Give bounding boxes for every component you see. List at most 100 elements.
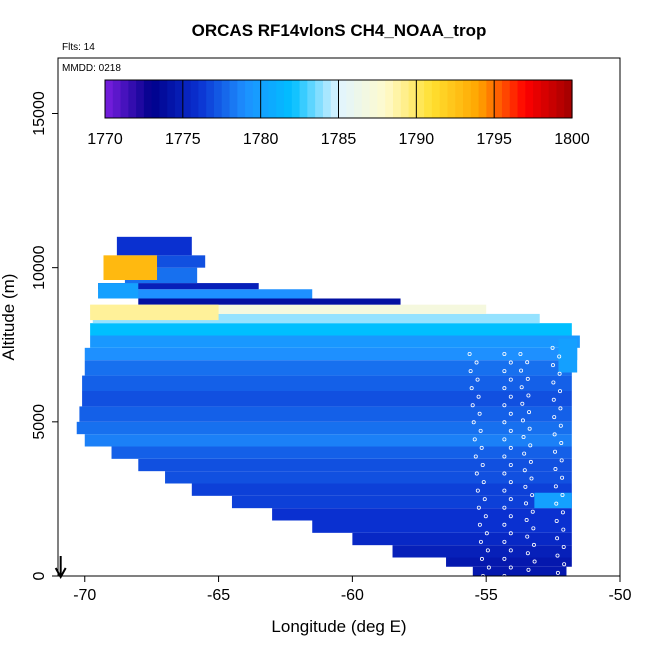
profile-point (553, 484, 558, 489)
colorbar-swatch (463, 80, 472, 118)
chart-title: ORCAS RF14vlonS CH4_NOAA_trop (192, 21, 487, 40)
profile-point (508, 428, 513, 433)
heatmap-band (231, 495, 572, 509)
y-tick-label: 15000 (31, 91, 48, 136)
profile-point (502, 403, 507, 408)
colorbar-swatch (501, 80, 511, 118)
x-axis: -70 -65 -60 -55 -50 (73, 576, 632, 604)
profile-point (508, 445, 513, 450)
flight-profiles (467, 345, 567, 579)
profile-point (475, 377, 480, 382)
profile-point (551, 380, 556, 385)
profile-point (520, 418, 525, 423)
profile-point (532, 559, 537, 564)
heatmap (76, 236, 580, 576)
profile-point (478, 428, 483, 433)
profile-point (523, 484, 528, 489)
colorbar-swatch (361, 80, 371, 118)
profile-point (483, 514, 488, 519)
colorbar-swatch (299, 80, 308, 118)
profile-point (480, 462, 485, 467)
profile-point (482, 497, 487, 502)
profile-point (475, 488, 480, 493)
colorbar-swatch (120, 80, 129, 118)
profile-point (519, 385, 524, 390)
profile-point (559, 458, 564, 463)
profile-point (561, 544, 566, 549)
profile-point (468, 369, 473, 374)
heatmap-band (84, 360, 572, 376)
profile-point (502, 505, 507, 510)
profile-point (518, 351, 523, 356)
colorbar-swatch (416, 80, 425, 118)
colorbar-swatch (291, 80, 301, 118)
profile-point (554, 501, 559, 506)
profile-point (555, 553, 560, 558)
colorbar-swatch (252, 80, 262, 118)
profile-point (502, 471, 507, 476)
profile-point (508, 411, 513, 416)
profile-point (508, 377, 513, 382)
profile-point (524, 518, 529, 523)
x-tick-label: -60 (341, 587, 364, 604)
profile-point (469, 386, 474, 391)
colorbar-tick-label: 1790 (399, 131, 435, 148)
y-tick-label: 0 (31, 571, 48, 580)
profile-point (508, 531, 513, 536)
colorbar-swatch (128, 80, 137, 118)
colorbar-swatch (182, 80, 192, 118)
profile-point (502, 369, 507, 374)
heatmap-band (165, 471, 572, 484)
profile-point (525, 376, 530, 381)
profile-point (557, 354, 562, 359)
colorbar-swatch (478, 80, 487, 118)
x-tick-label: -50 (608, 587, 631, 604)
profile-point (560, 493, 565, 498)
colorbar-swatch (167, 80, 176, 118)
profile-point (562, 562, 567, 567)
colorbar-swatch (564, 80, 573, 118)
profile-point (479, 556, 484, 561)
colorbar-swatch (322, 80, 332, 118)
colorbar-swatch (112, 80, 122, 118)
colorbar-swatch (392, 80, 402, 118)
colorbar-swatch (338, 80, 347, 118)
heatmap-band (90, 323, 572, 336)
profile-point (502, 351, 507, 356)
colorbar-swatch (540, 80, 550, 118)
colorbar-swatch (533, 80, 542, 118)
colorbar-swatch (408, 80, 417, 118)
colorbar-swatch (206, 80, 215, 118)
colorbar-swatch (307, 80, 316, 118)
profile-point (481, 480, 486, 485)
colorbar-swatch (245, 80, 254, 118)
profile-point (472, 437, 477, 442)
profile-point (527, 410, 532, 415)
colorbar-swatch (175, 80, 184, 118)
colorbar-swatch (455, 80, 464, 118)
profile-point (550, 345, 555, 350)
heatmap-band (84, 347, 578, 361)
profile-point (555, 570, 560, 575)
profile-point (508, 497, 513, 502)
colorbar-swatch (385, 80, 394, 118)
colorbar-swatch (268, 80, 277, 118)
colorbar-swatch (494, 80, 503, 118)
heatmap-band (116, 236, 192, 256)
profile-point (524, 501, 529, 506)
profile-point (552, 432, 557, 437)
profile-point (470, 403, 475, 408)
colorbar-swatch (470, 80, 480, 118)
profile-point (508, 565, 513, 570)
profile-point (502, 386, 507, 391)
heatmap-band (312, 520, 572, 533)
colorbar-tick-label: 1770 (87, 131, 123, 148)
x-tick-label: -70 (73, 587, 96, 604)
profile-point (502, 488, 507, 493)
profile-point (558, 423, 563, 428)
colorbar-swatch (509, 80, 519, 118)
heatmap-band (79, 406, 572, 422)
profile-point (551, 397, 556, 402)
x-tick-label: -55 (475, 587, 498, 604)
arrow-head (54, 567, 67, 580)
